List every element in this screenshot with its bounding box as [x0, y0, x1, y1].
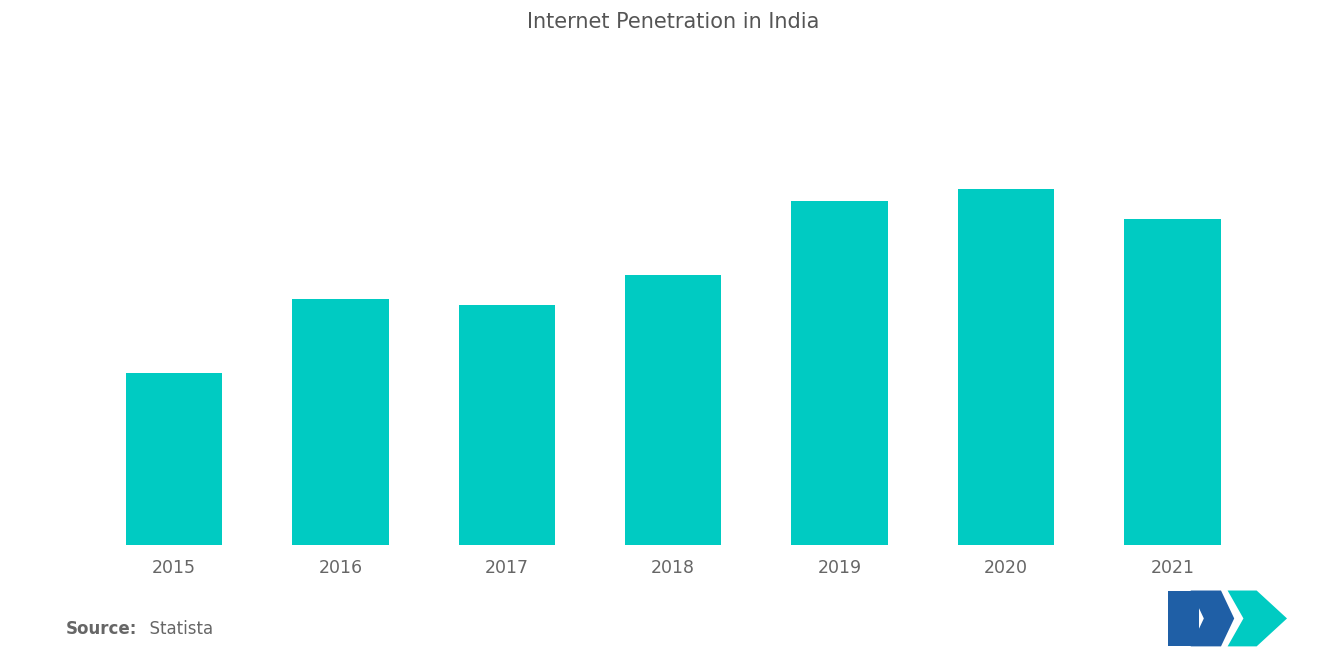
Polygon shape [1228, 591, 1287, 646]
Bar [458, 305, 556, 545]
Text: Statista: Statista [139, 620, 213, 638]
Bar [125, 373, 222, 545]
Polygon shape [1168, 591, 1199, 646]
Bar [791, 201, 888, 545]
Title: Internet Penetration in India: Internet Penetration in India [527, 12, 820, 32]
Text: Source:: Source: [66, 620, 137, 638]
Bar [624, 275, 722, 545]
Bar [292, 299, 388, 545]
Bar [1125, 219, 1221, 545]
Polygon shape [1191, 591, 1234, 646]
Bar [958, 188, 1055, 545]
